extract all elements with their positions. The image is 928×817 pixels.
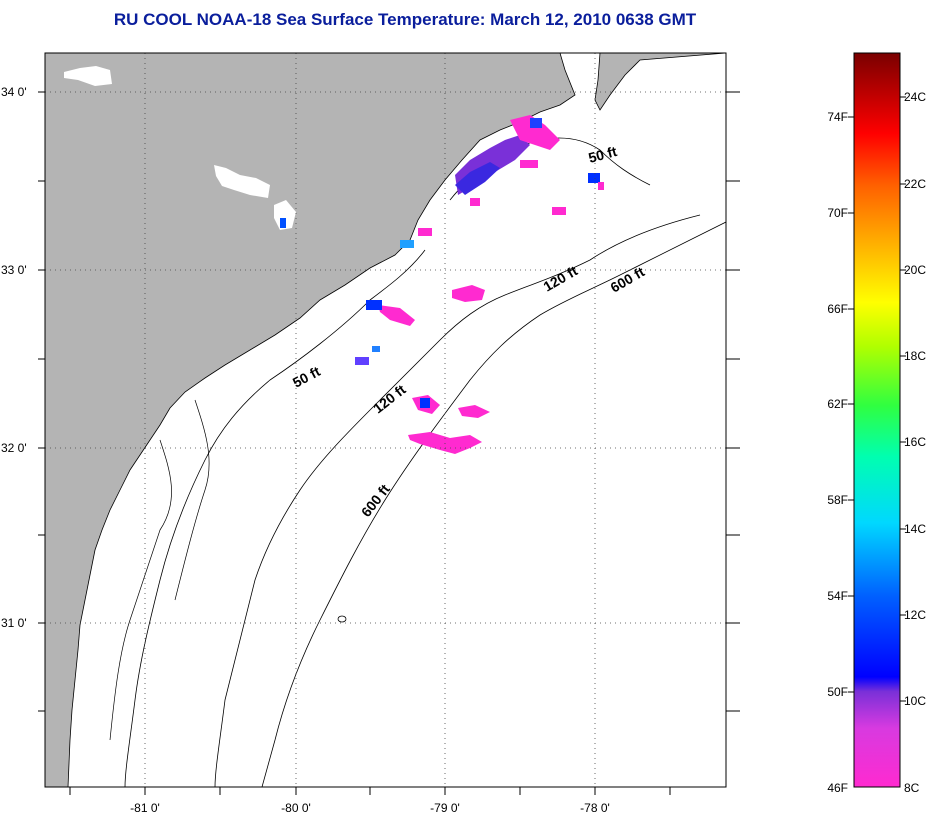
lon-label: -80 0': [281, 801, 311, 815]
lat-labels: 34 0' 33 0' 32 0' 31 0': [1, 85, 27, 630]
colorbar-label-c: 24C: [904, 90, 926, 104]
sst-pixel-pink: [418, 228, 432, 236]
colorbar-label-c: 10C: [904, 694, 926, 708]
sst-pixel-blue: [588, 173, 600, 183]
colorbar-label-f: 58F: [827, 493, 848, 507]
colorbar-label-f: 46F: [827, 781, 848, 795]
coast-detail: [109, 399, 210, 741]
sst-pixel-pink: [552, 207, 566, 215]
sst-patch: [452, 285, 485, 302]
sst-patch: [378, 305, 415, 326]
sst-pixel-cyan: [400, 240, 414, 248]
land-northeast: [594, 53, 726, 111]
colorbar-label-f: 50F: [827, 685, 848, 699]
colorbar-c-labels: 24C 22C 20C 18C 16C 14C 12C 10C 8C: [904, 90, 926, 795]
sst-pixel-blue: [530, 118, 542, 128]
colorbar-label-c: 18C: [904, 349, 926, 363]
lat-label: 33 0': [1, 263, 27, 277]
sst-cold-plume: [455, 162, 500, 195]
colorbar-label-c: 20C: [904, 263, 926, 277]
lat-label: 34 0': [1, 85, 27, 99]
lat-label: 32 0': [1, 441, 27, 455]
sst-pixel-pink: [598, 182, 604, 190]
sst-patch: [458, 405, 490, 418]
sst-pixel-cyan: [372, 346, 380, 352]
lon-labels: -81 0' -80 0' -79 0' -78 0': [130, 801, 610, 815]
sst-pixel-pink: [470, 198, 480, 206]
lon-label: -79 0': [430, 801, 460, 815]
sst-pixel-blue: [355, 357, 369, 365]
colorbar-ticks: [848, 96, 906, 702]
map-area: [45, 53, 726, 787]
colorbar-label-f: 54F: [827, 589, 848, 603]
graticule: [45, 53, 726, 787]
map-frame: [44, 52, 727, 788]
seamount-contour: [337, 615, 347, 623]
sst-pixel-pink: [520, 160, 538, 168]
isobath-120ft: [214, 214, 701, 787]
contour-label-50ft: 50 ft: [587, 143, 619, 166]
colorbar-label-c: 8C: [904, 781, 920, 795]
colorbar-label-f: 74F: [827, 110, 848, 124]
lake: [64, 66, 112, 86]
colorbar-label-c: 22C: [904, 177, 926, 191]
sst-pixel-blue: [280, 218, 286, 228]
colorbar-f-labels: 74F 70F 66F 62F 58F 54F 50F 46F: [827, 110, 848, 795]
colorbar-label-c: 16C: [904, 435, 926, 449]
colorbar-label-f: 66F: [827, 302, 848, 316]
sst-pixel-blue: [420, 398, 430, 408]
lake: [214, 165, 270, 198]
sst-cold-plume: [510, 115, 560, 150]
colorbar-label-c: 14C: [904, 522, 926, 536]
colorbar: [853, 52, 901, 788]
lat-label: 31 0': [1, 616, 27, 630]
lake: [274, 200, 296, 230]
land-mass: [45, 53, 576, 787]
lon-label: -78 0': [580, 801, 610, 815]
colorbar-label-f: 70F: [827, 206, 848, 220]
lon-label: -81 0': [130, 801, 160, 815]
axis-ticks: [38, 91, 740, 795]
map-title: RU COOL NOAA-18 Sea Surface Temperature:…: [113, 10, 697, 29]
colorbar-label-f: 62F: [827, 397, 848, 411]
sst-pixel-blue: [366, 300, 382, 310]
colorbar-label-c: 12C: [904, 608, 926, 622]
